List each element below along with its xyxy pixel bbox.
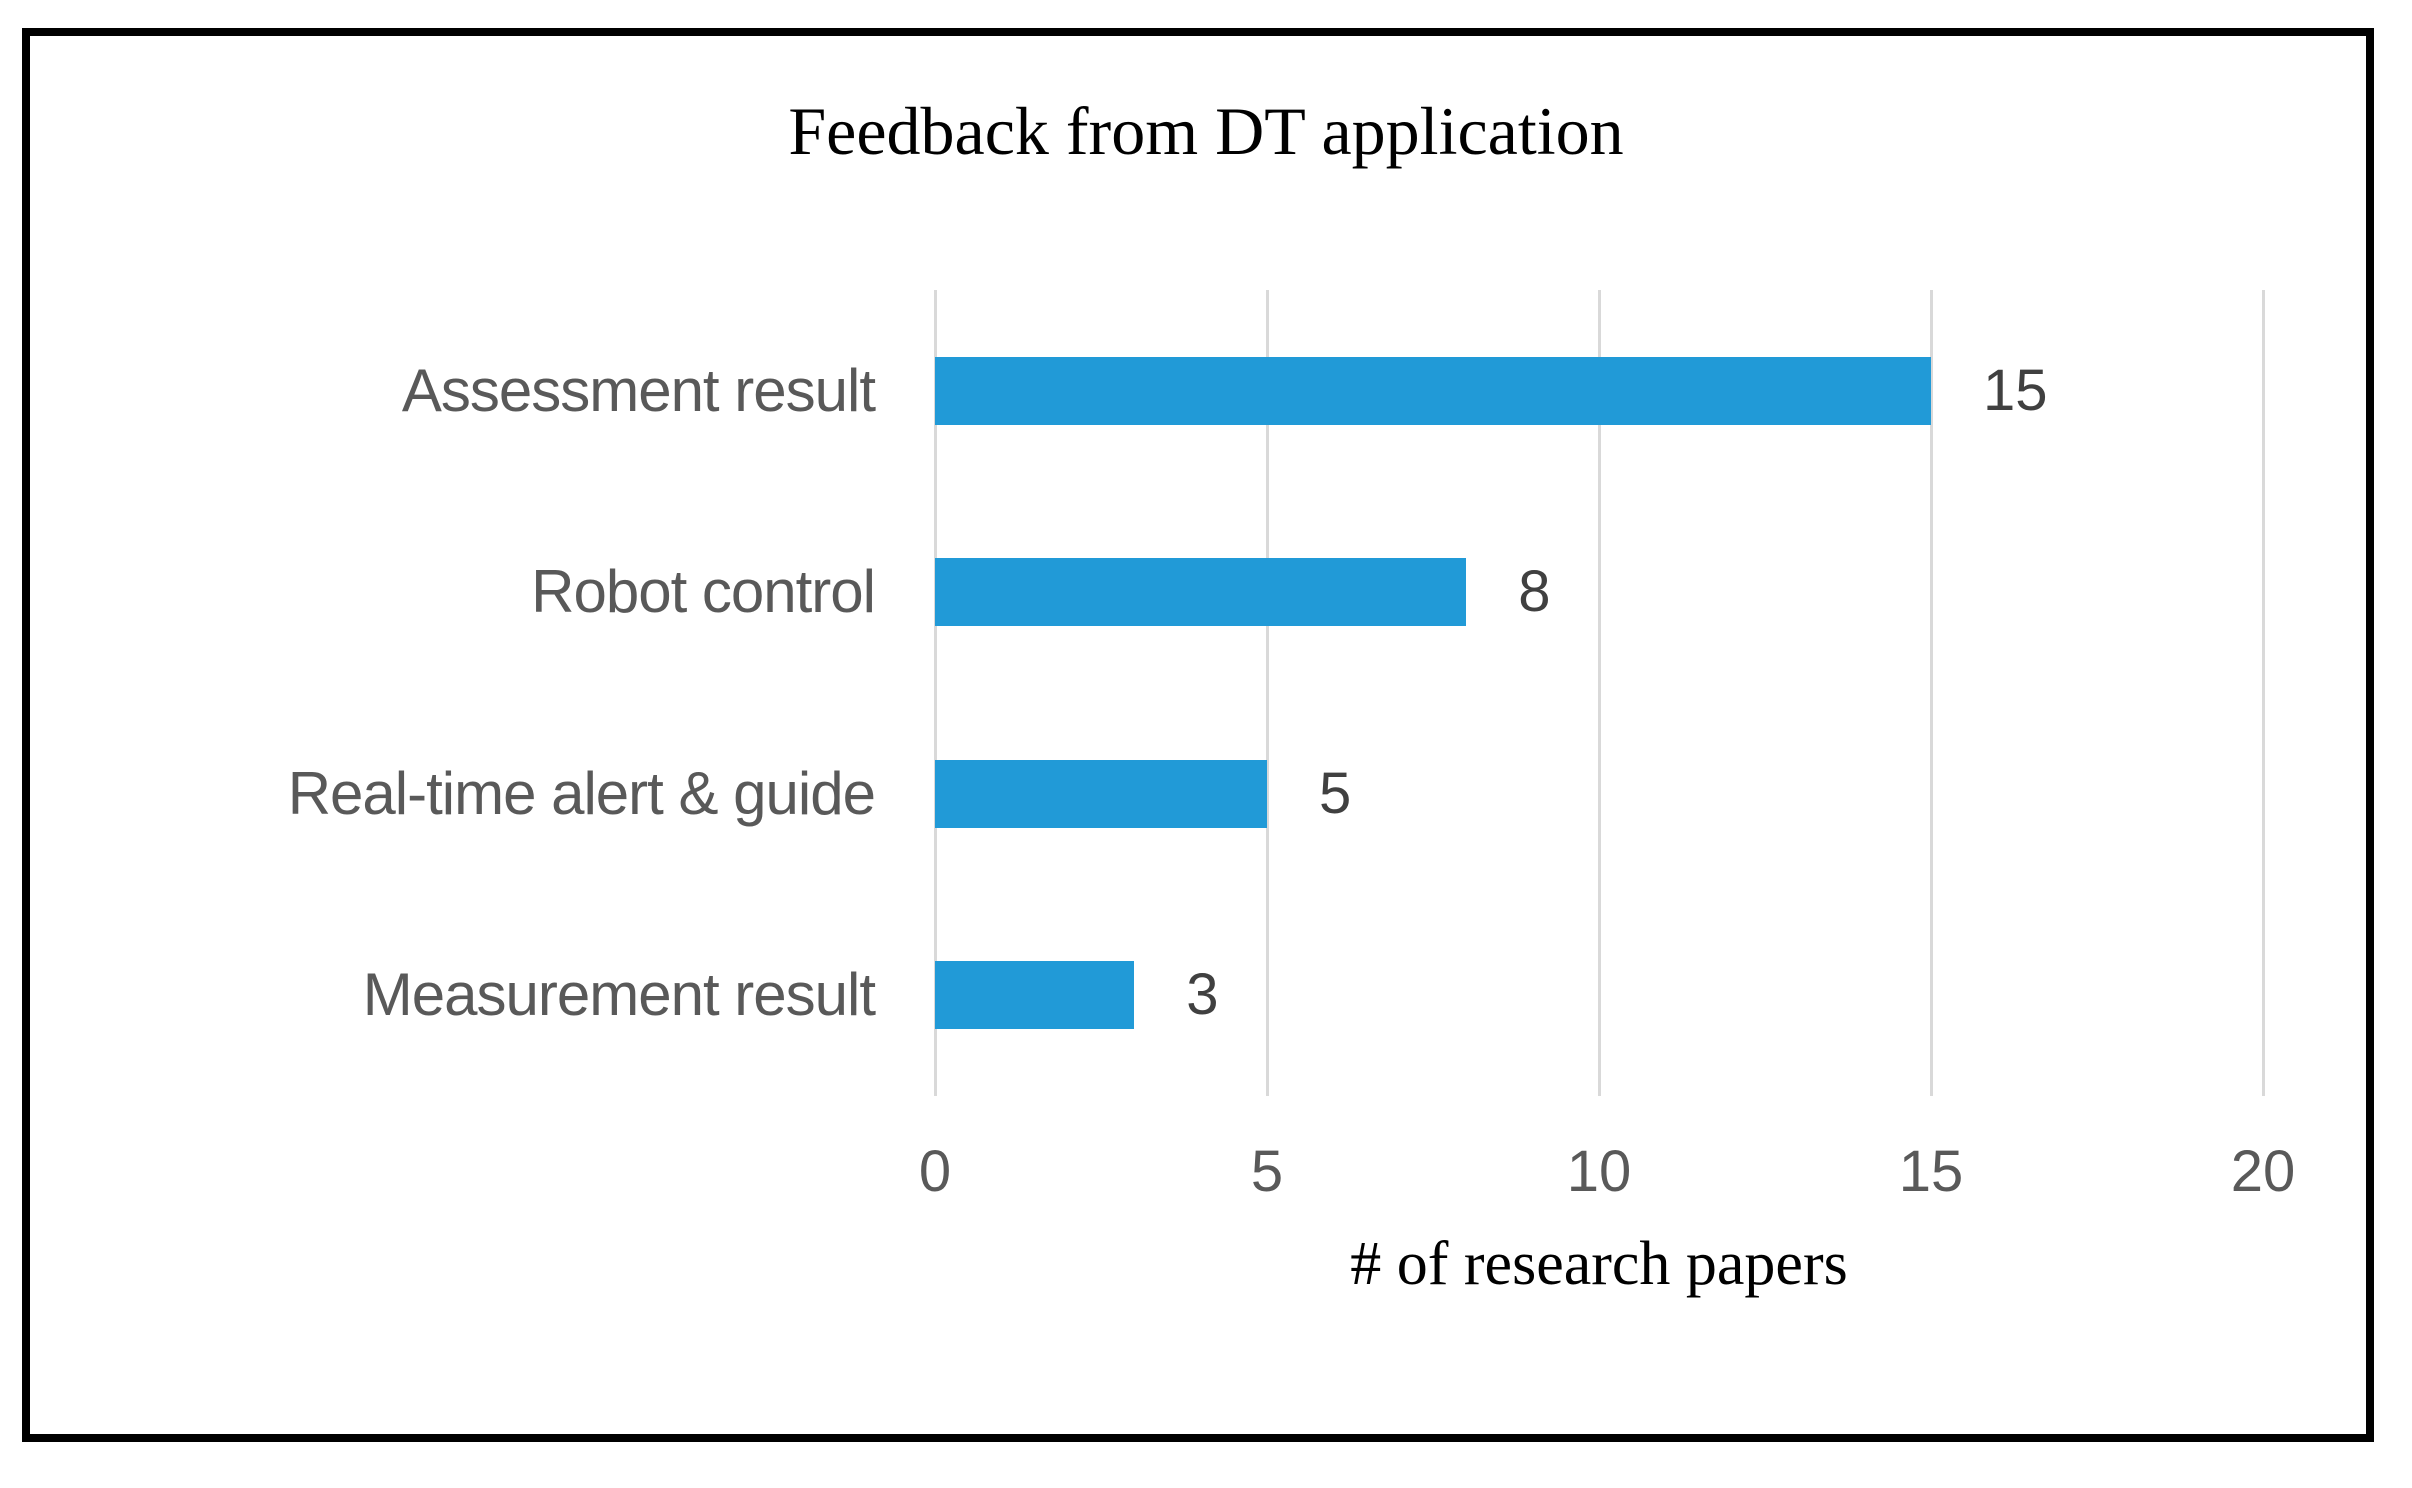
gridline <box>2261 290 2265 1096</box>
x-tick-label: 5 <box>1250 1139 1284 1204</box>
x-tick-label: 10 <box>1566 1139 1632 1204</box>
figure-border <box>22 28 2374 1442</box>
value-label: 8 <box>1518 559 1551 625</box>
category-label: Measurement result <box>362 961 876 1029</box>
category-label: Robot control <box>531 558 876 626</box>
gridline <box>1929 290 1933 1096</box>
bar <box>935 961 1135 1030</box>
chart-title: Feedback from DT application <box>788 93 1624 169</box>
gridline <box>933 290 937 1096</box>
category-label: Assessment result <box>401 356 876 424</box>
value-label: 15 <box>1983 357 2048 423</box>
gridline <box>1265 290 1269 1096</box>
x-tick-label: 15 <box>1898 1139 1964 1204</box>
gridline <box>1597 290 1601 1096</box>
x-tick-label: 0 <box>918 1139 952 1204</box>
bar <box>935 356 1931 425</box>
bar <box>935 759 1267 828</box>
bar <box>935 558 1467 627</box>
category-label: Real-time alert & guide <box>287 759 876 827</box>
x-tick-label: 20 <box>2230 1139 2296 1204</box>
x-axis-label: # of research papers <box>1350 1230 1848 1298</box>
value-label: 5 <box>1319 760 1352 826</box>
value-label: 3 <box>1186 962 1219 1028</box>
